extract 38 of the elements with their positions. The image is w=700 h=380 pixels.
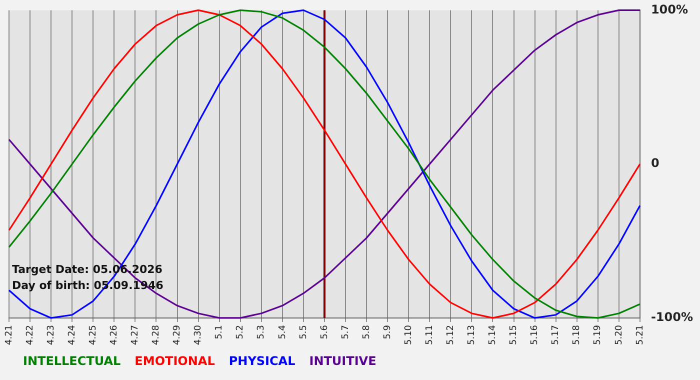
- x-tick-label: 5.6: [320, 324, 330, 340]
- text: EMOTIONAL: [134, 354, 216, 368]
- x-tick-label: 5.2: [236, 324, 246, 340]
- y-tick-label: -100%: [650, 310, 694, 324]
- x-tick-label: 5.19: [593, 324, 604, 346]
- x-tick-label: 5.13: [467, 324, 478, 346]
- x-tick-label: 4.21: [4, 324, 14, 346]
- text: INTELLECTUAL: [23, 354, 122, 368]
- x-tick-label: 4.23: [46, 324, 56, 346]
- x-tick-label: 4.25: [88, 324, 98, 346]
- x-tick-label: 4.26: [110, 324, 120, 346]
- x-tick-label: 5.7: [340, 324, 351, 340]
- x-tick-label: 5.15: [509, 324, 520, 346]
- text: INTUITIVE: [309, 354, 376, 368]
- x-tick-label: 5.9: [382, 324, 393, 340]
- x-tick-label: 5.21: [635, 324, 646, 346]
- text: PHYSICAL: [228, 354, 296, 368]
- x-tick-label: 4.28: [152, 324, 162, 346]
- x-tick-label: 5.14: [488, 324, 498, 346]
- x-tick-label: 5.11: [424, 324, 435, 346]
- x-tick-label: 5.12: [446, 324, 456, 346]
- x-tick-label: 5.18: [572, 324, 582, 346]
- x-tick-label: 4.22: [25, 324, 36, 346]
- x-tick-label: 5.8: [362, 324, 372, 340]
- x-tick-label: 5.10: [404, 324, 414, 346]
- x-tick-label: 5.20: [614, 324, 624, 346]
- x-tick-label: 5.5: [298, 324, 309, 340]
- x-tick-label: 5.17: [551, 324, 562, 346]
- x-tick-label: 5.3: [256, 324, 267, 340]
- y-tick-label: 0: [650, 156, 660, 170]
- x-tick-label: 5.4: [278, 324, 288, 340]
- x-tick-label: 5.1: [214, 324, 225, 340]
- x-tick-label: 4.30: [194, 324, 204, 346]
- y-tick-label: 100%: [650, 2, 688, 16]
- x-tick-label: 4.24: [67, 324, 78, 346]
- x-tick-label: 5.16: [530, 324, 540, 346]
- x-tick-label: 4.27: [130, 324, 141, 346]
- x-tick-label: 4.29: [172, 324, 183, 346]
